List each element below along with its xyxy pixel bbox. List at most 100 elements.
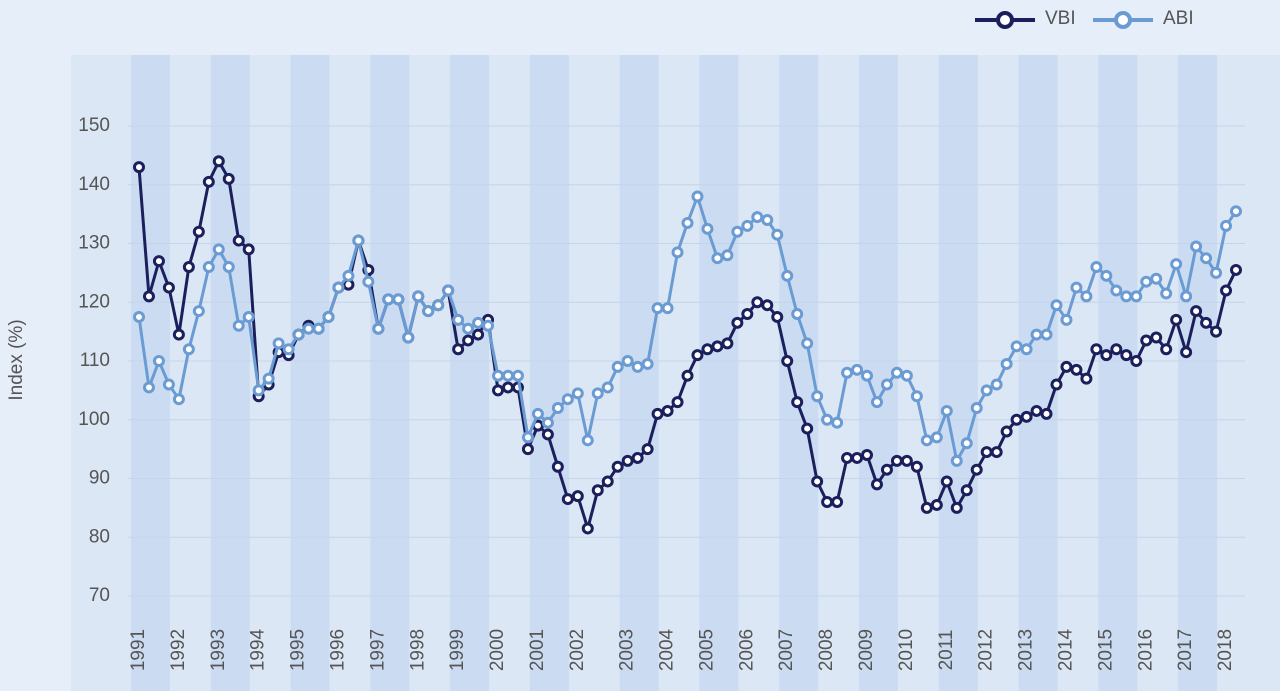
point <box>831 496 844 508</box>
point <box>741 308 754 320</box>
x-tick-label: 2015 <box>1095 629 1116 671</box>
point <box>990 378 1003 391</box>
point <box>232 319 245 332</box>
point <box>1070 281 1083 294</box>
point <box>1060 360 1073 373</box>
point <box>222 261 235 273</box>
point <box>282 343 295 356</box>
band <box>619 55 659 691</box>
bands <box>131 55 1218 691</box>
point <box>1230 263 1242 276</box>
point <box>382 293 395 306</box>
point <box>182 261 195 273</box>
x-tick-label: 1995 <box>288 629 309 671</box>
x-tick-label: 2014 <box>1055 628 1076 671</box>
x-tick-label: 1999 <box>447 629 468 671</box>
point <box>1210 325 1223 338</box>
x-tick-label: 2005 <box>696 629 717 671</box>
point <box>1030 328 1043 341</box>
point <box>472 328 485 341</box>
point <box>262 372 275 385</box>
point <box>242 310 255 323</box>
y-tick-label: 130 <box>78 233 110 254</box>
point <box>960 484 973 497</box>
band <box>529 55 569 691</box>
point <box>930 431 943 444</box>
point <box>890 366 903 379</box>
point <box>472 316 485 329</box>
band <box>370 55 410 691</box>
point <box>920 501 933 514</box>
point <box>1020 410 1033 423</box>
point <box>1140 334 1153 347</box>
point <box>821 413 834 426</box>
point <box>701 222 714 235</box>
point <box>940 475 953 488</box>
point <box>811 390 824 403</box>
point <box>701 343 714 356</box>
point <box>501 381 514 394</box>
point <box>841 366 854 379</box>
point <box>202 175 215 188</box>
point <box>442 284 455 297</box>
point <box>322 310 335 323</box>
point <box>1020 343 1033 356</box>
point <box>302 322 315 335</box>
x-tick-label: 2003 <box>617 629 638 671</box>
point <box>1080 290 1093 303</box>
point <box>1200 316 1213 329</box>
point <box>661 302 674 315</box>
point <box>501 369 514 382</box>
point <box>791 396 804 409</box>
point <box>1160 287 1173 300</box>
point <box>1120 349 1133 362</box>
y-tick-label: 100 <box>78 409 110 430</box>
point <box>651 407 664 420</box>
x-tick-label: 2010 <box>896 629 917 671</box>
point <box>591 387 604 400</box>
y-tick-label: 70 <box>89 585 110 606</box>
y-tick-label: 90 <box>89 468 110 489</box>
point <box>861 449 874 461</box>
point <box>910 460 923 473</box>
point <box>651 302 664 315</box>
legend-marker <box>1114 11 1132 29</box>
x-tick-label: 1996 <box>327 629 348 671</box>
point <box>312 322 325 335</box>
point <box>781 355 794 367</box>
point <box>551 460 564 473</box>
point <box>591 484 604 497</box>
point <box>1160 343 1173 356</box>
point <box>841 451 854 464</box>
point <box>1170 258 1183 271</box>
point <box>561 493 574 506</box>
y-tick-label: 150 <box>78 115 110 136</box>
point <box>521 443 534 456</box>
point <box>162 378 175 391</box>
point <box>1200 252 1213 265</box>
point <box>581 522 594 535</box>
point <box>751 296 764 309</box>
y-axis-label: Index (%) <box>6 319 27 400</box>
point <box>960 437 973 450</box>
point <box>711 340 724 353</box>
point <box>571 490 584 503</box>
point <box>1110 284 1123 297</box>
point <box>1070 363 1083 376</box>
x-tick-label: 2001 <box>527 629 548 671</box>
point <box>581 434 594 447</box>
point <box>1120 290 1133 303</box>
point <box>1190 305 1203 318</box>
x-tick-label: 1991 <box>128 629 149 671</box>
point <box>462 334 475 347</box>
point <box>551 402 564 414</box>
point <box>561 393 574 406</box>
point <box>1150 272 1163 285</box>
x-tick-label: 2009 <box>856 629 877 671</box>
x-tick-label: 2013 <box>1016 629 1037 671</box>
point <box>222 172 235 185</box>
point <box>192 225 205 238</box>
point <box>1000 425 1013 438</box>
point <box>930 498 943 511</box>
point <box>1220 219 1233 232</box>
